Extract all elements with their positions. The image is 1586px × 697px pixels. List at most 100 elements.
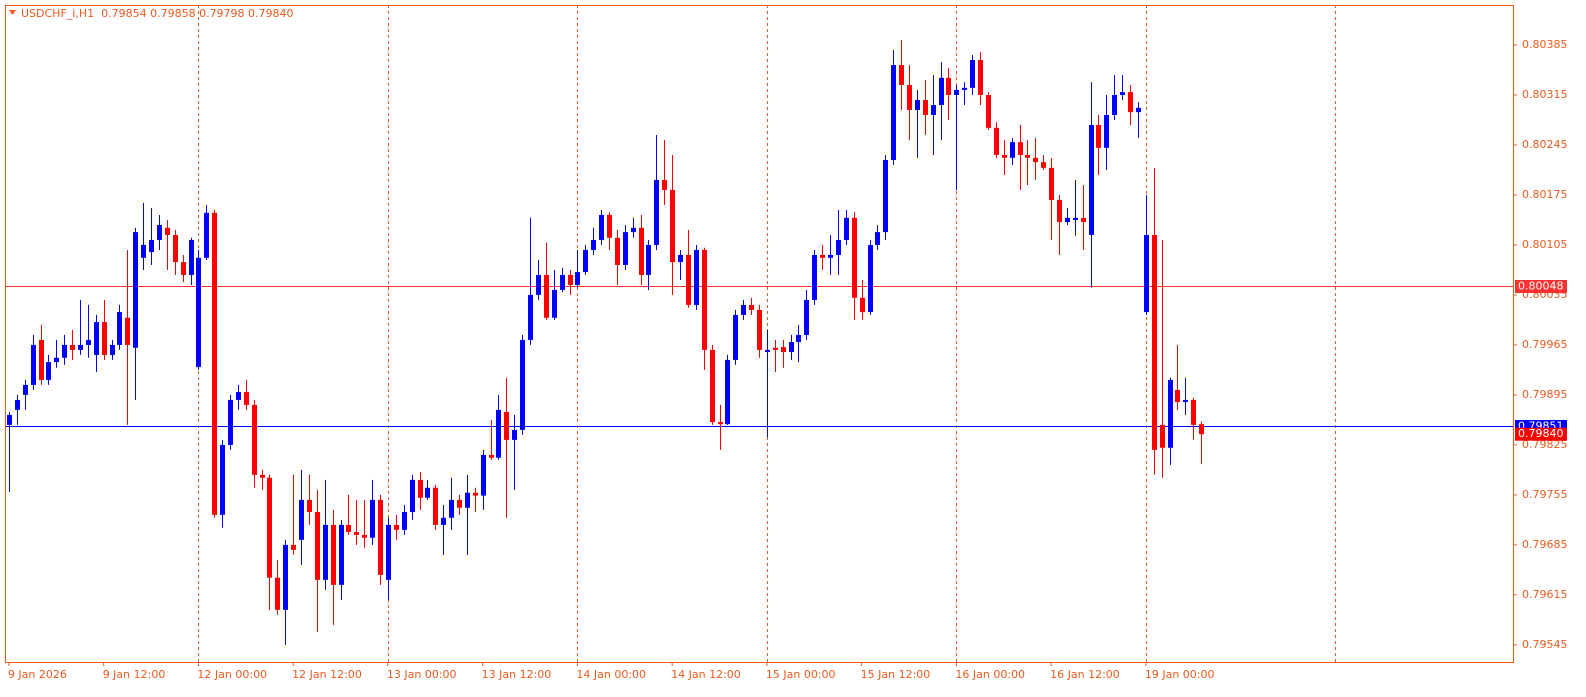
candle-body: [78, 344, 83, 350]
y-tick-label: 0.80315: [1522, 88, 1568, 101]
x-tick-label: 16 Jan 00:00: [955, 668, 1025, 681]
candle-body: [23, 384, 28, 395]
candle-body: [425, 487, 430, 498]
candle-body: [812, 254, 817, 300]
x-tick-label: 12 Jan 00:00: [197, 668, 267, 681]
candle-body: [1081, 217, 1086, 223]
candle-body: [599, 214, 604, 240]
candle-body: [449, 499, 454, 518]
candle-body: [560, 274, 565, 290]
candle-body: [1175, 389, 1180, 403]
candle-body: [291, 544, 296, 550]
candle-body: [465, 492, 470, 508]
candle-body: [86, 339, 91, 345]
candle-body: [718, 422, 723, 425]
candle-body: [157, 224, 162, 240]
candle-body: [481, 454, 486, 496]
y-tick-label: 0.80245: [1522, 138, 1568, 151]
candle-body: [615, 237, 620, 265]
candle-body: [173, 234, 178, 263]
candle-body: [362, 534, 367, 538]
candle-body: [331, 524, 336, 585]
candle-body: [891, 64, 896, 160]
candle-body: [228, 399, 233, 445]
x-tick-label: 16 Jan 12:00: [1050, 668, 1120, 681]
candle-body: [402, 512, 407, 530]
candle-body: [1041, 162, 1046, 168]
chart-title: USDCHF_i,H1 0.79854 0.79858 0.79798 0.79…: [21, 7, 294, 20]
x-tick-label: 13 Jan 00:00: [387, 668, 457, 681]
plot-border: [5, 5, 1514, 663]
candle-body: [323, 524, 328, 580]
candle-body: [1183, 399, 1188, 403]
candle-body: [457, 499, 462, 508]
candle-body: [623, 232, 628, 265]
candle-body: [220, 444, 225, 515]
x-tick-label: 12 Jan 12:00: [292, 668, 362, 681]
candle-body: [725, 359, 730, 425]
candle-body: [62, 344, 67, 358]
candle-body: [1010, 142, 1015, 158]
y-tick-label: 0.80105: [1522, 238, 1568, 251]
candle-body: [662, 179, 667, 190]
candle-body: [504, 412, 509, 440]
candle-body: [70, 344, 75, 350]
candle-body: [54, 357, 59, 363]
candle-body: [686, 254, 691, 305]
candle-body: [283, 544, 288, 610]
candle-body: [607, 214, 612, 238]
x-tick-label: 9 Jan 12:00: [103, 668, 166, 681]
candle-body: [1160, 424, 1165, 448]
candle-body: [883, 159, 888, 233]
candle-body: [749, 304, 754, 310]
candle-body: [378, 499, 383, 575]
candle-body: [804, 299, 809, 335]
candle-body: [1128, 92, 1133, 113]
x-tick-label: 15 Jan 12:00: [861, 668, 931, 681]
candle-body: [252, 404, 257, 475]
candle-body: [939, 77, 944, 105]
candle-body: [591, 239, 596, 250]
candle-body: [496, 409, 501, 458]
x-tick-label: 9 Jan 2026: [8, 668, 67, 681]
candle-body: [796, 334, 801, 343]
candle-body: [528, 294, 533, 340]
candle-body: [433, 487, 438, 525]
candle-body: [260, 474, 265, 478]
y-tick-label: 0.80385: [1522, 38, 1568, 51]
candle-body: [275, 577, 280, 610]
candle-body: [339, 524, 344, 585]
y-tick-label: 0.79825: [1522, 438, 1568, 451]
y-tick-label: 0.79545: [1522, 638, 1568, 651]
y-tick-label: 0.79685: [1522, 538, 1568, 551]
candle-body: [1018, 142, 1023, 155]
candle-body: [544, 274, 549, 318]
candle-body: [196, 257, 201, 368]
candle-body: [418, 479, 423, 498]
y-tick-label: 0.79755: [1522, 488, 1568, 501]
candle-body: [212, 212, 217, 515]
candle-body: [1168, 379, 1173, 448]
candle-body: [552, 289, 557, 318]
candle-body: [204, 212, 209, 258]
candle-body: [781, 347, 786, 353]
candle-body: [189, 239, 194, 275]
candle-body: [1033, 157, 1038, 163]
candle-body: [1112, 94, 1117, 115]
x-tick-label: 14 Jan 00:00: [576, 668, 646, 681]
candle-body: [512, 429, 517, 440]
candle-body: [1120, 92, 1125, 95]
candle-body: [110, 344, 115, 355]
collapse-icon[interactable]: [9, 10, 16, 15]
candle-body: [733, 314, 738, 360]
candle-body: [46, 362, 51, 380]
x-tick-label: 19 Jan 00:00: [1145, 668, 1215, 681]
candle-body: [575, 272, 580, 285]
candle-body: [370, 499, 375, 538]
candle-body: [852, 217, 857, 298]
candle-body: [836, 239, 841, 255]
candle-body: [394, 524, 399, 530]
candle-body: [931, 104, 936, 115]
candle-body: [907, 84, 912, 110]
candle-body: [970, 59, 975, 88]
